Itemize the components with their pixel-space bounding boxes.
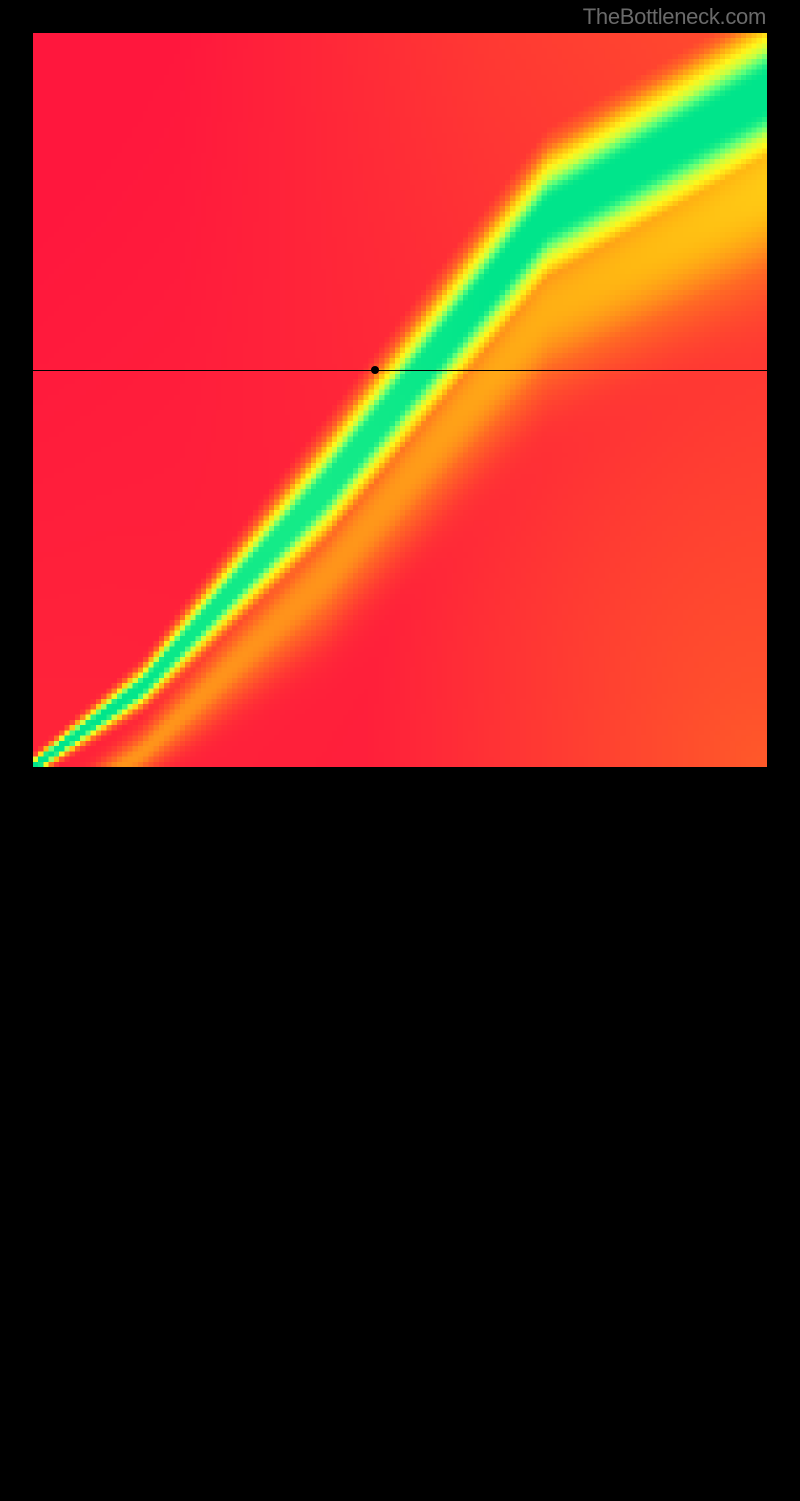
crosshair-vertical [375,767,376,1501]
watermark-text: TheBottleneck.com [583,4,766,30]
crosshair-horizontal [33,370,767,371]
bottleneck-heatmap [33,33,767,767]
heatmap-canvas [33,33,767,767]
crosshair-marker [371,366,379,374]
